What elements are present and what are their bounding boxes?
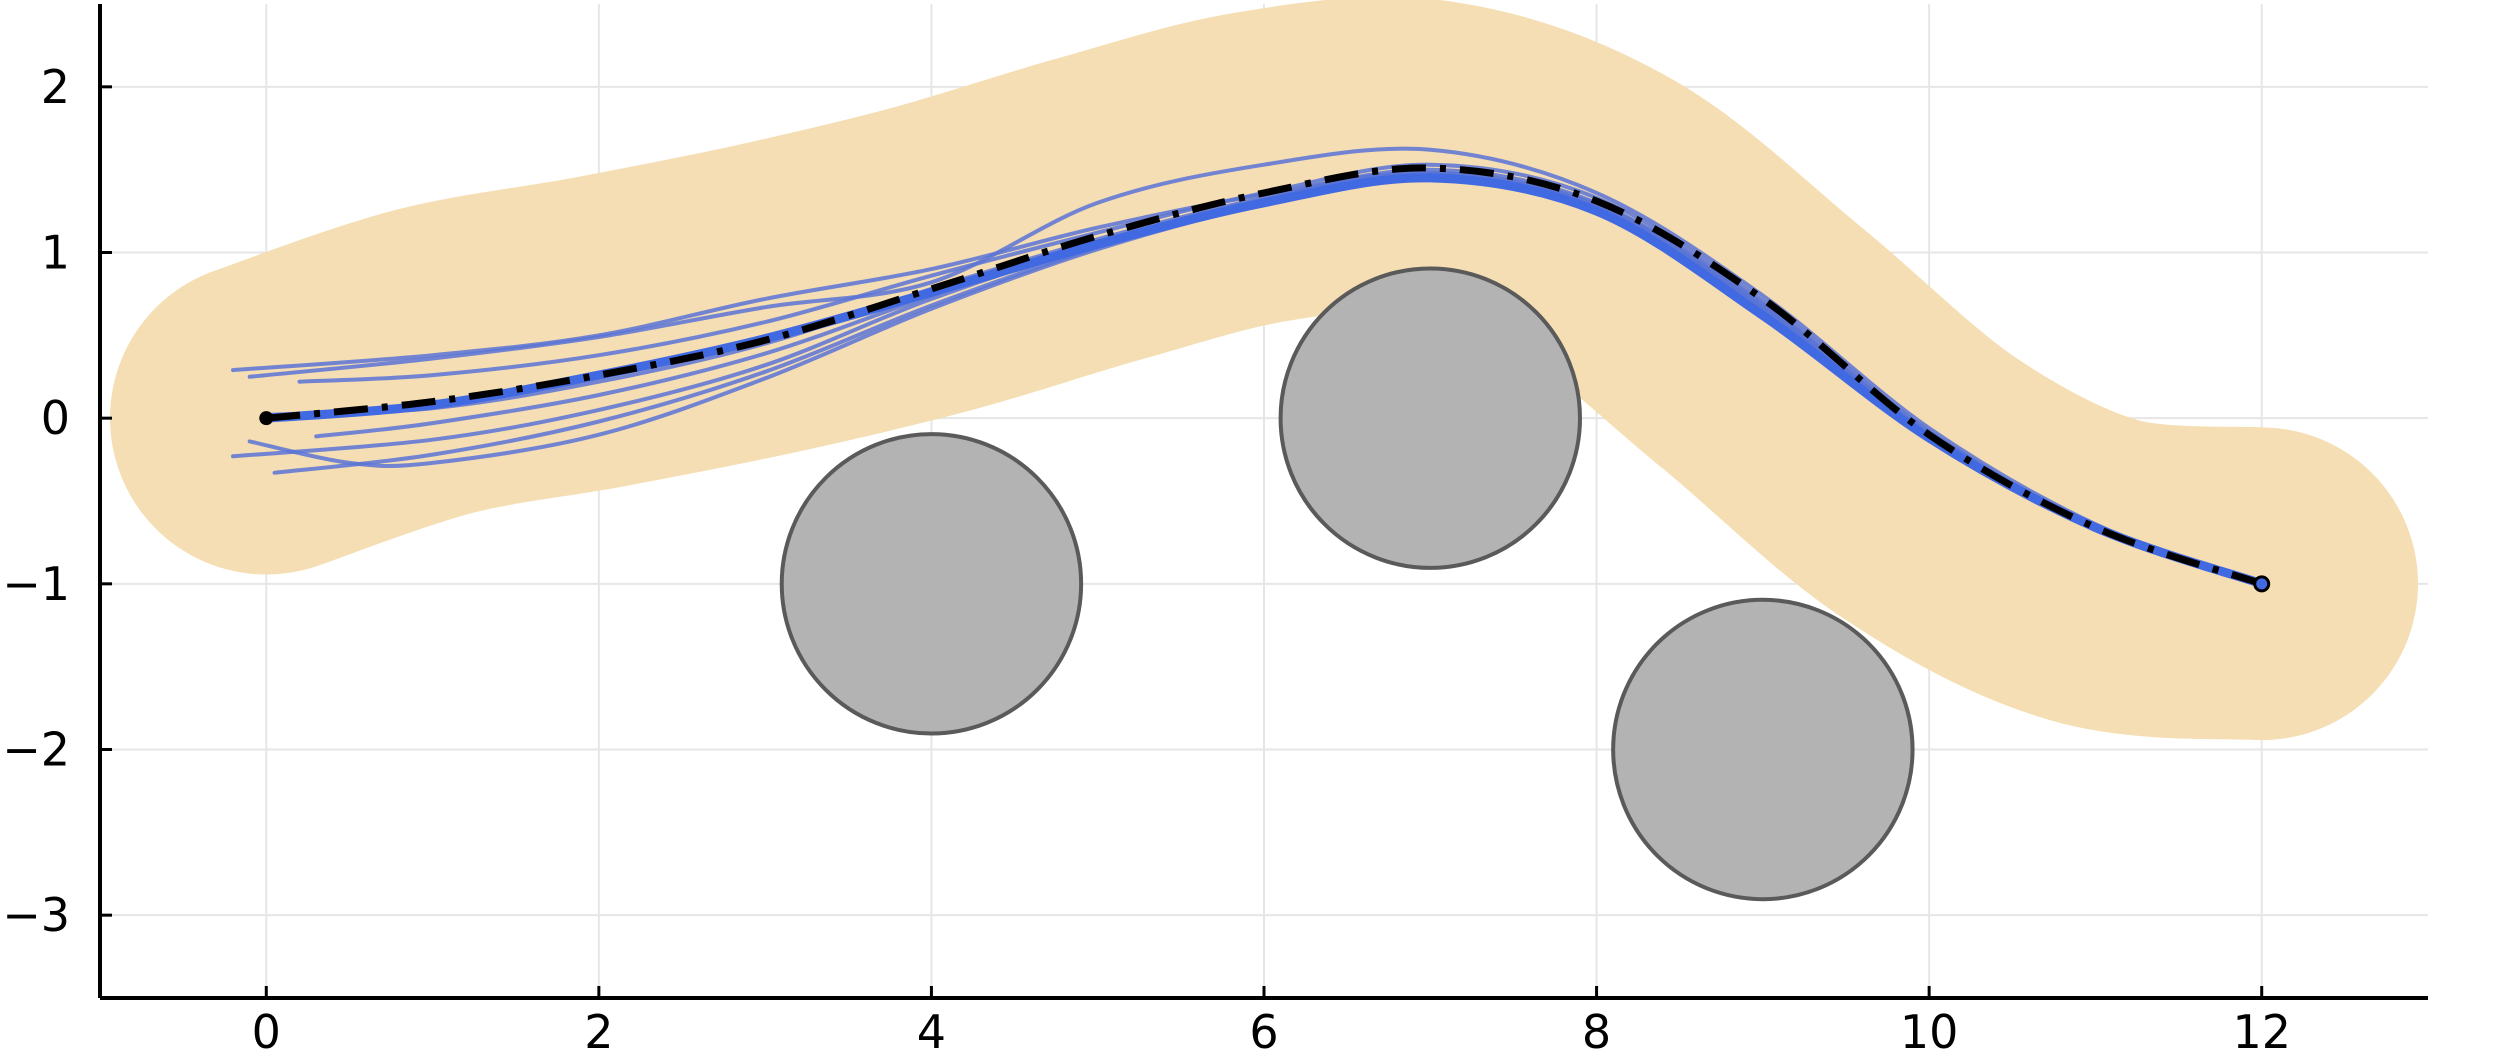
x-tick-label: 4 (917, 1005, 946, 1054)
obstacle-circle (779, 432, 1084, 736)
x-tick-label: 2 (584, 1005, 613, 1054)
y-tick-label: 1 (41, 226, 70, 280)
goal-point-marker (2253, 575, 2271, 593)
x-tick-label: 8 (1582, 1005, 1611, 1054)
obstacle-circle (1611, 597, 1915, 902)
endpoint-markers (259, 411, 2271, 593)
start-point-marker (259, 411, 274, 426)
x-tick-label: 6 (1249, 1005, 1278, 1054)
reference-path-line (265, 164, 2263, 588)
x-tick-label: 12 (2232, 1005, 2291, 1054)
y-tick-label: 0 (41, 391, 70, 445)
y-tick-label: −3 (2, 888, 70, 942)
y-tick-label: −2 (2, 723, 70, 777)
sample-path-line (247, 146, 2264, 586)
obstacle-circle (1278, 266, 1582, 570)
reference-path (265, 164, 2263, 588)
y-tick-label: −1 (2, 557, 70, 611)
x-tick-label: 10 (1900, 1005, 1959, 1054)
obstacles (779, 266, 1915, 902)
y-tick-label: 2 (41, 60, 70, 114)
x-tick-label: 0 (252, 1005, 281, 1054)
